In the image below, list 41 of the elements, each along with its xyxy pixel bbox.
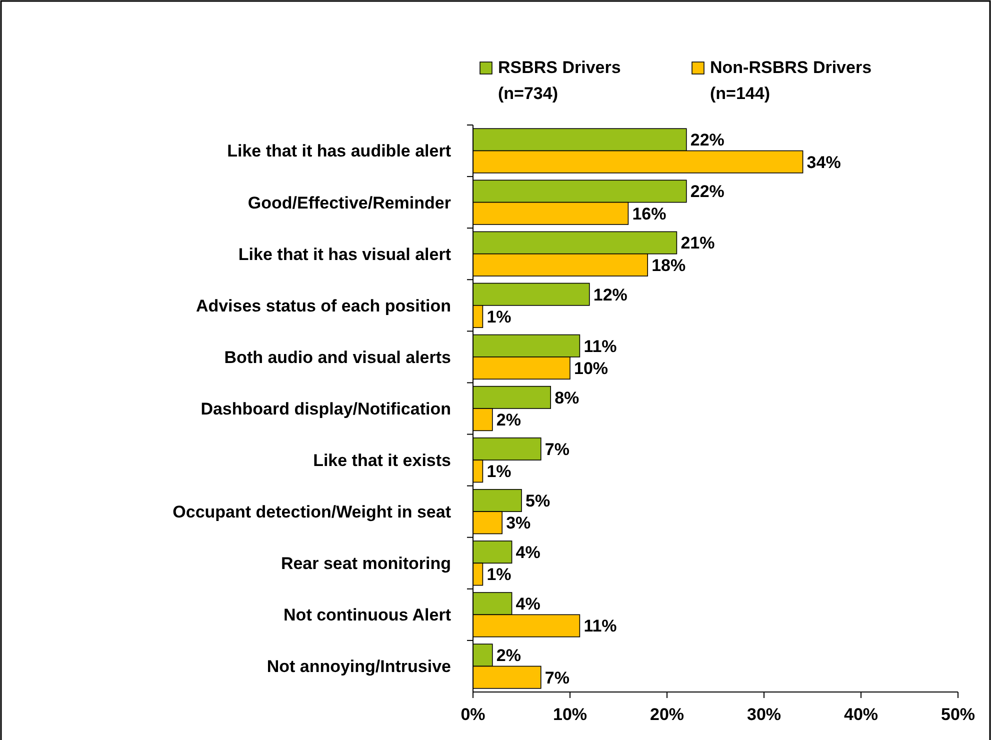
data-label: 3% <box>506 514 531 533</box>
data-label: 11% <box>584 616 617 636</box>
y-tick-label: Not annoying/Intrusive <box>266 657 451 676</box>
y-tick-label: Advises status of each position <box>196 296 451 316</box>
y-tick-label: Occupant detection/Weight in seat <box>172 502 452 522</box>
y-tick-label: Like that it exists <box>313 450 451 470</box>
y-tick-label: Good/Effective/Reminder <box>248 193 452 212</box>
data-label: 22% <box>690 130 724 150</box>
x-tick-label: 50% <box>940 705 976 724</box>
data-label: 22% <box>690 182 724 202</box>
data-label: 4% <box>516 594 540 614</box>
x-tick-label: 40% <box>844 705 878 724</box>
data-label: 34% <box>806 152 841 172</box>
y-tick-label: Both audio and visual alerts <box>224 348 451 367</box>
data-label: 18% <box>652 256 686 275</box>
y-tick-label: Like that it has audible alert <box>227 142 452 161</box>
y-tick-label: Dashboard display/Notification <box>200 399 451 418</box>
data-label: 10% <box>574 358 608 378</box>
legend-label: Non-RSBRS Drivers (n=144) <box>710 58 872 103</box>
y-tick-label: Rear seat monitoring <box>280 554 451 574</box>
x-tick-label: 30% <box>746 705 782 724</box>
data-label: 2% <box>496 646 521 666</box>
data-label: 12% <box>593 285 628 304</box>
data-label: 1% <box>486 307 512 326</box>
y-tick-label: Like that it has visual alert <box>238 244 452 264</box>
data-label: 5% <box>526 491 550 510</box>
data-label: 8% <box>554 388 580 408</box>
data-label: 7% <box>544 440 570 459</box>
data-label: 11% <box>584 336 617 356</box>
data-label: 7% <box>544 668 570 688</box>
data-label: 21% <box>680 234 715 253</box>
data-label: 1% <box>486 462 512 482</box>
x-tick-label: 0% <box>460 705 486 724</box>
data-label: 16% <box>632 204 666 224</box>
legend-label: RSBRS Drivers (n=734) <box>498 58 621 103</box>
x-tick-label: 10% <box>552 705 588 724</box>
data-label: 2% <box>496 410 521 430</box>
x-tick-label: 20% <box>650 705 684 724</box>
y-tick-label: Not continuous Alert <box>284 606 452 625</box>
data-label: 4% <box>516 543 540 562</box>
data-label: 1% <box>486 565 512 584</box>
